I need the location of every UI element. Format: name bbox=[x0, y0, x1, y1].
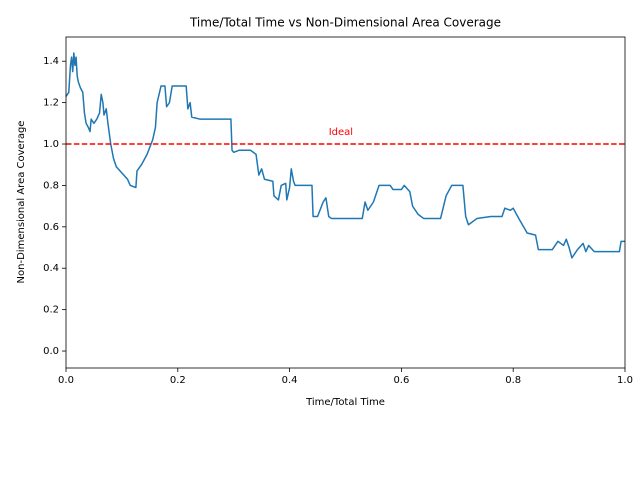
y-tick-label: 1.0 bbox=[43, 139, 59, 150]
chart-title: Time/Total Time vs Non-Dimensional Area … bbox=[189, 16, 501, 30]
x-tick-label: 1.0 bbox=[617, 375, 633, 386]
y-tick-label: 1.2 bbox=[43, 98, 59, 109]
y-tick-label: 0.0 bbox=[43, 346, 59, 357]
x-tick-label: 0.8 bbox=[505, 375, 521, 386]
y-axis-label: Non-Dimensional Area Coverage bbox=[16, 121, 27, 284]
reference-label: Ideal bbox=[329, 127, 353, 138]
plot-frame bbox=[65, 36, 626, 369]
y-tick-label: 0.8 bbox=[43, 180, 59, 191]
x-axis-label: Time/Total Time bbox=[305, 397, 385, 408]
x-tick-label: 0.2 bbox=[170, 375, 186, 386]
y-tick-label: 0.6 bbox=[43, 222, 59, 233]
data-line bbox=[65, 52, 625, 259]
y-tick-label: 0.2 bbox=[43, 305, 59, 316]
x-tick-label: 0.6 bbox=[393, 375, 409, 386]
y-tick-label: 1.4 bbox=[43, 56, 59, 67]
x-tick-label: 0.0 bbox=[58, 375, 74, 386]
x-tick-label: 0.4 bbox=[282, 375, 298, 386]
y-tick-label: 0.4 bbox=[43, 263, 59, 274]
